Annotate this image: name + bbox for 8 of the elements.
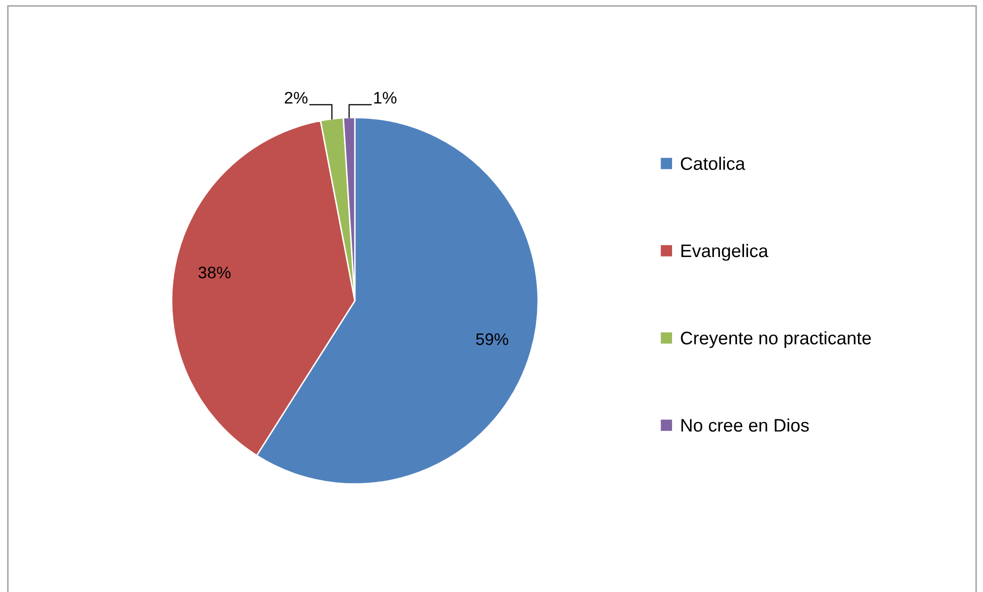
- legend-label: Catolica: [680, 156, 746, 170]
- data-label: 38%: [198, 266, 231, 278]
- legend-label: No cree en Dios: [681, 418, 809, 432]
- data-label: 2%: [284, 92, 308, 104]
- data-label: 1%: [374, 92, 396, 104]
- legend-label: Creyente no practicante: [680, 331, 871, 348]
- legend-label: Evangelica: [681, 244, 768, 261]
- data-label: 59%: [476, 333, 508, 346]
